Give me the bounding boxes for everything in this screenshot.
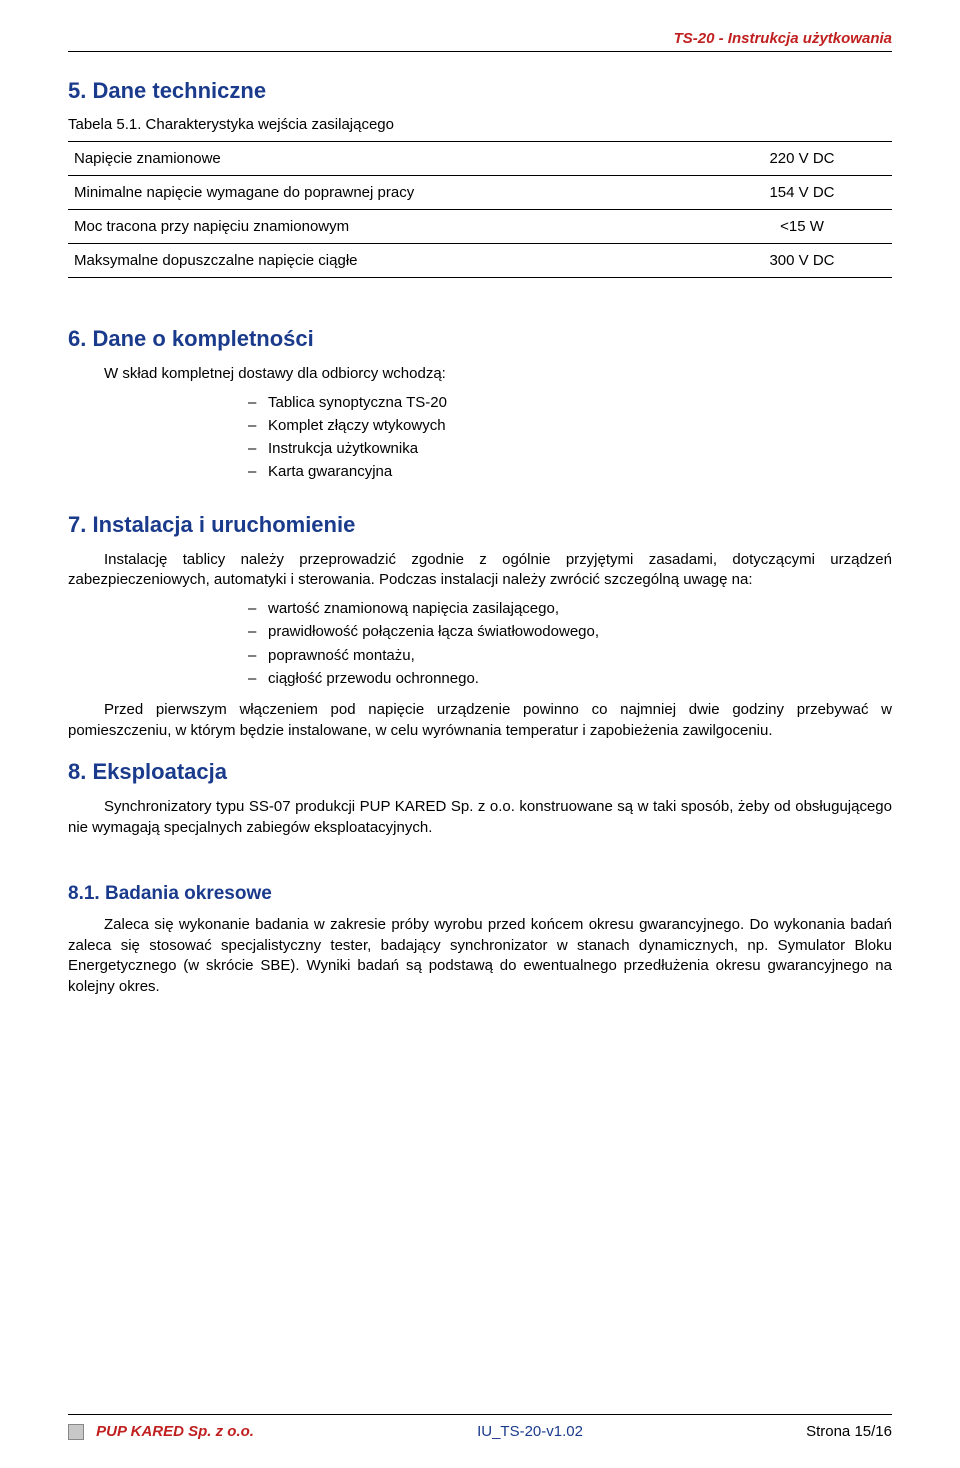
spec-value: 220 V DC bbox=[712, 142, 892, 176]
section-8-title: 8. Eksploatacja bbox=[68, 759, 892, 785]
table-5-1-caption: Tabela 5.1. Charakterystyka wejścia zasi… bbox=[68, 116, 892, 133]
table-row: Minimalne napięcie wymagane do poprawnej… bbox=[68, 176, 892, 210]
list-item: Tablica synoptyczna TS-20 bbox=[68, 391, 892, 414]
list-item: ciągłość przewodu ochronnego. bbox=[68, 667, 892, 690]
section-7-list: wartość znamionową napięcia zasilającego… bbox=[68, 597, 892, 690]
spec-value: 154 V DC bbox=[712, 176, 892, 210]
company-logo-icon bbox=[68, 1424, 84, 1440]
table-5-1: Napięcie znamionowe 220 V DC Minimalne n… bbox=[68, 141, 892, 278]
footer-docver: IU_TS-20-v1.02 bbox=[477, 1423, 583, 1440]
section-7-para2: Przed pierwszym włączeniem pod napięcie … bbox=[68, 700, 892, 741]
list-item: Komplet złączy wtykowych bbox=[68, 414, 892, 437]
footer-company-text: PUP KARED Sp. z o.o. bbox=[96, 1423, 254, 1440]
section-6-list: Tablica synoptyczna TS-20 Komplet złączy… bbox=[68, 391, 892, 484]
list-item: wartość znamionową napięcia zasilającego… bbox=[68, 597, 892, 620]
footer-page: Strona 15/16 bbox=[806, 1423, 892, 1440]
section-6-intro: W skład kompletnej dostawy dla odbiorcy … bbox=[68, 364, 892, 385]
section-8: 8. Eksploatacja Synchronizatory typu SS-… bbox=[68, 759, 892, 838]
list-item: Instrukcja użytkownika bbox=[68, 437, 892, 460]
section-8-1-para: Zaleca się wykonanie badania w zakresie … bbox=[68, 915, 892, 998]
list-item: Karta gwarancyjna bbox=[68, 460, 892, 483]
list-item: prawidłowość połączenia łącza światłowod… bbox=[68, 620, 892, 643]
page-footer: PUP KARED Sp. z o.o. IU_TS-20-v1.02 Stro… bbox=[68, 1414, 892, 1440]
spec-label: Maksymalne dopuszczalne napięcie ciągłe bbox=[68, 244, 712, 278]
doc-header-title: TS-20 - Instrukcja użytkowania bbox=[68, 30, 892, 47]
footer-company: PUP KARED Sp. z o.o. bbox=[68, 1423, 254, 1440]
table-row: Moc tracona przy napięciu znamionowym <1… bbox=[68, 210, 892, 244]
section-7: 7. Instalacja i uruchomienie Instalację … bbox=[68, 512, 892, 742]
section-6-title: 6. Dane o kompletności bbox=[68, 326, 892, 352]
section-8-1: 8.1. Badania okresowe Zaleca się wykonan… bbox=[68, 883, 892, 998]
spec-label: Moc tracona przy napięciu znamionowym bbox=[68, 210, 712, 244]
section-5-title: 5. Dane techniczne bbox=[68, 78, 892, 104]
footer-rule bbox=[68, 1414, 892, 1415]
section-7-para1: Instalację tablicy należy przeprowadzić … bbox=[68, 550, 892, 591]
table-row: Napięcie znamionowe 220 V DC bbox=[68, 142, 892, 176]
section-5: 5. Dane techniczne Tabela 5.1. Charakter… bbox=[68, 78, 892, 278]
spec-value: <15 W bbox=[712, 210, 892, 244]
spec-label: Napięcie znamionowe bbox=[68, 142, 712, 176]
spec-label: Minimalne napięcie wymagane do poprawnej… bbox=[68, 176, 712, 210]
section-8-1-title: 8.1. Badania okresowe bbox=[68, 883, 892, 905]
section-7-title: 7. Instalacja i uruchomienie bbox=[68, 512, 892, 538]
table-row: Maksymalne dopuszczalne napięcie ciągłe … bbox=[68, 244, 892, 278]
header-rule bbox=[68, 51, 892, 52]
spec-value: 300 V DC bbox=[712, 244, 892, 278]
list-item: poprawność montażu, bbox=[68, 644, 892, 667]
section-6: 6. Dane o kompletności W skład kompletne… bbox=[68, 326, 892, 484]
section-8-para: Synchronizatory typu SS-07 produkcji PUP… bbox=[68, 797, 892, 838]
